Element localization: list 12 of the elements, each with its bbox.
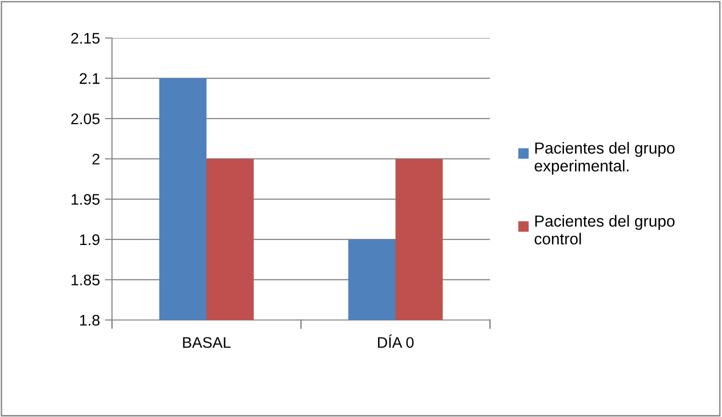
legend-label: Pacientes del grupo experimental. bbox=[534, 142, 675, 175]
y-tick-label: 2.15 bbox=[71, 32, 100, 44]
x-tick-label: BASAL bbox=[183, 337, 231, 348]
y-tick-label: 1.9 bbox=[80, 234, 100, 246]
y-tick-label: 2.05 bbox=[71, 113, 100, 124]
y-tick-label: 1.85 bbox=[72, 274, 100, 286]
y-tick-label: 1.95 bbox=[72, 194, 100, 205]
x-tick-label: DÍA 0 bbox=[378, 334, 414, 348]
y-tick-label: 2 bbox=[92, 154, 100, 164]
y-tick-label: 1.8 bbox=[80, 314, 100, 326]
legend-label: Pacientes del grupo control bbox=[534, 215, 675, 245]
y-tick-label: 2.1 bbox=[80, 73, 100, 84]
